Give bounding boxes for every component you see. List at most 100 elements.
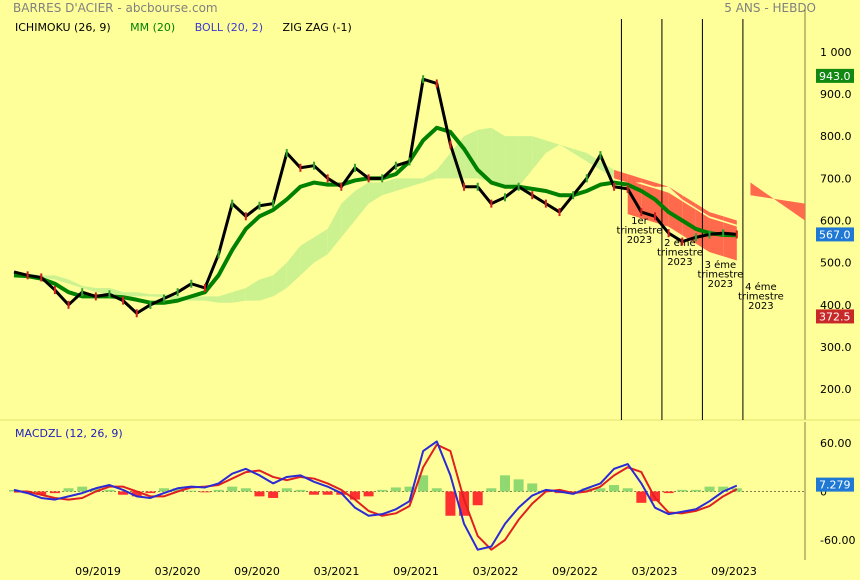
macd-histogram-bar — [159, 488, 170, 492]
price-axis-label: 400.0 — [820, 299, 852, 312]
x-axis-label: 09/2023 — [711, 565, 757, 578]
macd-histogram-bar — [295, 489, 306, 492]
quarter-annotation: 1er — [631, 216, 649, 227]
quarter-annotation: 2023 — [708, 279, 733, 290]
macd-histogram-bar — [568, 491, 579, 493]
x-axis-label: 03/2023 — [632, 565, 678, 578]
cloud-segment — [123, 292, 137, 297]
cloud-segment — [614, 169, 628, 183]
cloud-segment — [477, 127, 492, 183]
price-bar — [408, 157, 411, 166]
cloud-segment — [259, 275, 274, 301]
price-bar — [353, 163, 356, 172]
x-axis-label: 03/2021 — [314, 565, 360, 578]
price-line — [13, 77, 737, 315]
price-bar — [381, 174, 384, 183]
quarter-annotation: trimestre — [697, 270, 743, 281]
price-bar — [217, 250, 220, 259]
x-axis-label: 09/2020 — [234, 565, 280, 578]
price-axis-label: 300.0 — [820, 341, 852, 354]
cloud-segment — [423, 169, 437, 183]
price-bar — [313, 161, 316, 170]
macd-badge-last: 7.279 — [819, 479, 851, 492]
cloud-segment — [204, 296, 219, 303]
macd-histogram-bar — [581, 488, 592, 492]
macd-histogram-bar — [459, 491, 470, 516]
cloud-segment — [368, 182, 383, 204]
macd-histogram-bar — [118, 491, 129, 495]
quarter-annotation: trimestre — [657, 248, 703, 259]
price-bar — [176, 288, 179, 297]
macd-axis-label: -60.00 — [820, 534, 855, 547]
price-axis-label: 600.0 — [820, 215, 852, 228]
cloud-segment — [341, 190, 355, 238]
macd-histogram-bar — [186, 490, 197, 492]
macd-axis-label: 0 — [820, 486, 827, 499]
cloud-segment — [436, 153, 451, 179]
cloud-segment — [327, 203, 342, 255]
price-badge-high-box — [816, 68, 854, 83]
cloud-segment — [518, 136, 533, 187]
quarter-annotation: 3 éme — [705, 259, 737, 271]
price-bar — [667, 229, 670, 238]
macd-signal-line — [14, 443, 738, 551]
price-bar — [708, 230, 711, 239]
price-bar — [53, 286, 56, 295]
price-bar — [244, 212, 247, 221]
cloud-segment — [641, 178, 655, 187]
price-bar — [394, 161, 397, 170]
cloud-segment — [191, 296, 205, 301]
price-bar — [517, 182, 520, 191]
cloud-segment — [82, 285, 96, 293]
macd-histogram-bar — [63, 488, 74, 492]
macd-histogram-bar — [445, 491, 456, 516]
x-axis-label: 03/2022 — [473, 565, 519, 578]
price-bar — [694, 233, 697, 242]
price-badge-last-box — [816, 227, 854, 242]
macd-histogram-bar — [404, 486, 415, 492]
price-bar — [653, 212, 656, 221]
macd-histogram-bar — [309, 491, 320, 495]
macd-histogram-bar — [268, 491, 279, 498]
macd-histogram-bar — [49, 491, 60, 494]
cloud-segment — [286, 245, 301, 288]
cloud-segment — [654, 182, 669, 187]
price-bar — [285, 149, 288, 158]
cloud-segment — [54, 275, 69, 284]
macd-histogram-bar — [472, 491, 483, 506]
macd-histogram-bar — [213, 489, 224, 492]
cloud-segment — [682, 195, 696, 208]
cloud-segment-bear — [709, 218, 724, 257]
macd-histogram-bar — [227, 486, 238, 492]
cloud-segment — [382, 178, 396, 196]
price-bar — [626, 184, 629, 193]
quarter-annotation: trimestre — [616, 226, 662, 237]
macd-histogram-bar — [281, 488, 292, 492]
legend-zigzag: ZIG ZAG (-1) — [282, 21, 352, 34]
price-bar — [681, 237, 684, 246]
legend-boll: BOLL (20, 2) — [194, 21, 264, 34]
price-bar — [258, 201, 261, 210]
cloud-segment — [627, 174, 642, 183]
quarter-annotation: 2023 — [627, 235, 652, 246]
macd-histogram-bar — [431, 488, 442, 492]
price-axis-label: 800.0 — [820, 130, 852, 143]
macd-histogram-bar — [499, 475, 510, 492]
cloud-segment — [668, 186, 683, 200]
macd-histogram-bar — [90, 488, 101, 492]
price-bar — [463, 182, 466, 191]
price-bar — [531, 191, 534, 200]
macd-histogram-bar — [636, 491, 647, 503]
legend-mm: MM (20) — [130, 21, 176, 34]
price-bar — [640, 208, 643, 217]
price-bar — [94, 292, 97, 301]
macd-histogram-bar — [199, 491, 210, 493]
cloud-segment — [586, 153, 601, 170]
macd-histogram-bar — [595, 488, 606, 492]
macd-histogram-bar — [77, 486, 88, 492]
macd-title: MACDZL (12, 26, 9) — [15, 427, 123, 440]
chart-title: BARRES D'ACIER - abcbourse.com — [13, 1, 218, 15]
macd-histogram-bar — [677, 489, 688, 492]
cloud-segment — [300, 237, 315, 276]
price-badge-low-box — [816, 309, 854, 324]
